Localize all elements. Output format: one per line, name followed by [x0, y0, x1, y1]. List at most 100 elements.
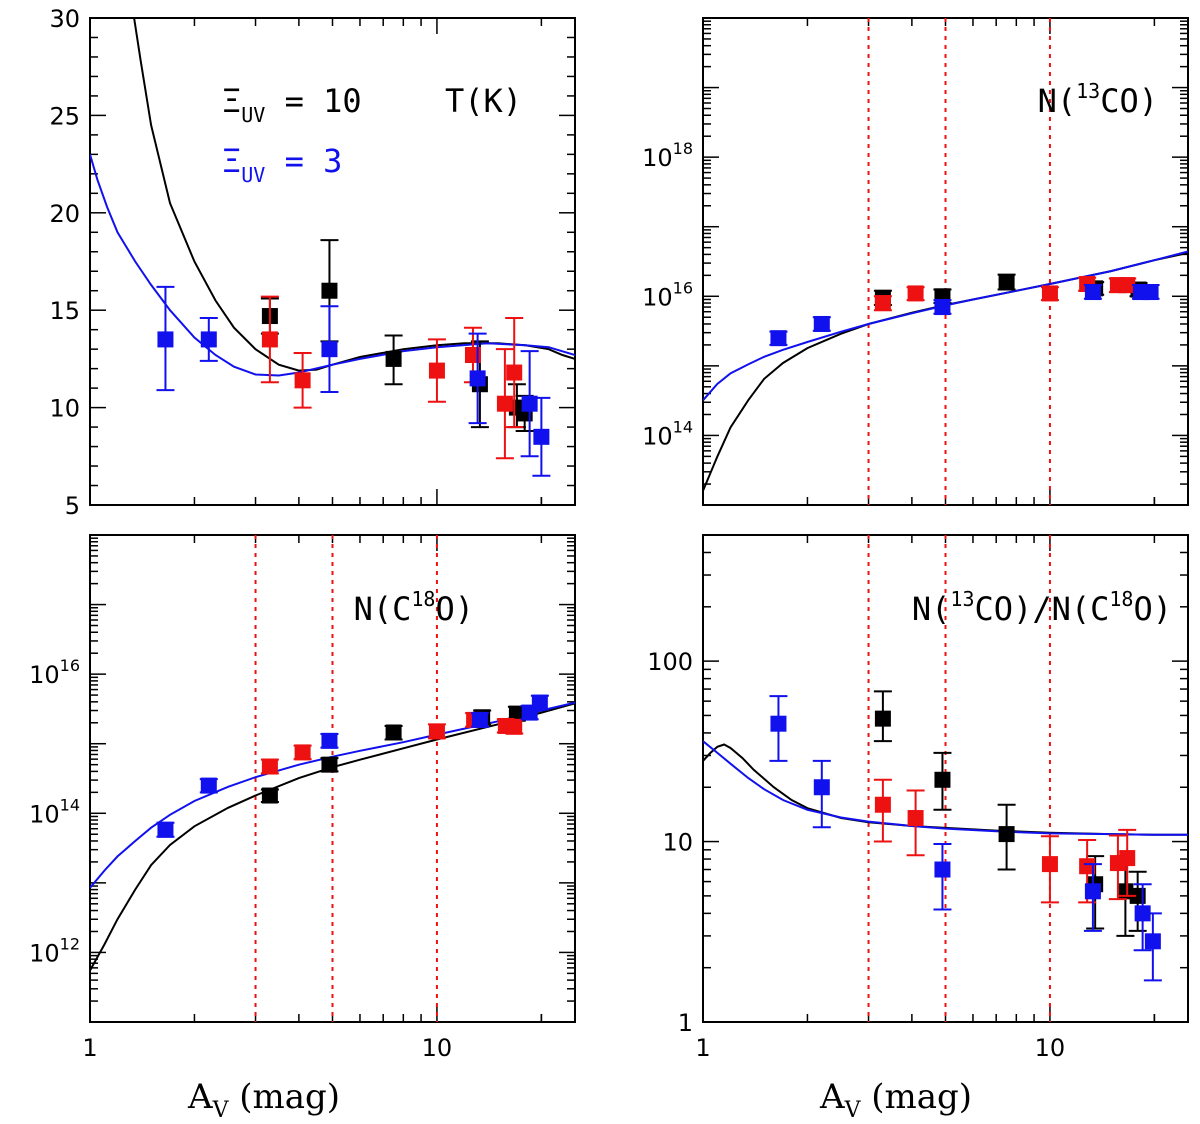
data-point-red: [427, 338, 446, 403]
marker-square: [321, 756, 338, 773]
legend-sub: UV: [241, 163, 265, 187]
marker-square: [261, 758, 278, 775]
data-point-blue: [1143, 912, 1162, 982]
data-point-blue: [812, 759, 831, 829]
data-point-blue: [933, 842, 952, 911]
data-point-red: [1040, 835, 1059, 904]
marker-square: [1144, 933, 1161, 950]
marker-square: [934, 771, 951, 788]
marker-square: [813, 315, 830, 332]
model-curve-xi-uv-3: [703, 740, 1188, 836]
data-point-black: [873, 690, 892, 743]
marker-square: [1134, 905, 1151, 922]
marker-square: [471, 711, 488, 728]
marker-square: [428, 723, 445, 740]
marker-square: [385, 724, 402, 741]
data-point-blue: [470, 711, 489, 728]
marker-square: [200, 331, 217, 348]
marker-square: [157, 821, 174, 838]
y-tick-label: 30: [49, 5, 80, 33]
marker-square: [934, 861, 951, 878]
data-point-blue: [320, 732, 339, 749]
y-tick-label: 1016: [642, 278, 693, 311]
marker-square: [200, 777, 217, 794]
marker-square: [907, 810, 924, 827]
marker-square: [874, 796, 891, 813]
marker-square: [294, 744, 311, 761]
data-point-black: [1128, 870, 1147, 932]
legend-sub: UV: [241, 103, 265, 127]
marker-square: [813, 779, 830, 796]
data-point-blue: [933, 299, 952, 316]
data-point-blue: [532, 396, 551, 477]
panel-title-nc18o: N(C18O): [354, 587, 474, 628]
data-point-red: [293, 744, 312, 761]
data-point-red: [505, 316, 524, 429]
panel-n13co: 1014 1016 1018: [642, 17, 1189, 506]
marker-square: [385, 350, 402, 367]
marker-square: [1041, 285, 1058, 302]
data-point-blue: [1133, 883, 1152, 952]
marker-square: [321, 732, 338, 749]
panel-title-ratio: N(13CO)/N(C18O): [912, 587, 1172, 628]
y-tick-label: 1: [678, 1009, 693, 1037]
y-tick-label: 1014: [642, 417, 693, 450]
data-point-blue: [156, 285, 175, 392]
data-point-blue: [520, 350, 539, 458]
data-point-black: [997, 803, 1016, 871]
marker-square: [531, 694, 548, 711]
panel-title-n13co: N(13CO): [1038, 79, 1158, 120]
marker-square: [1119, 850, 1136, 867]
legend: ΞUV = 10 ΞUV = 3: [222, 82, 362, 187]
data-point-black: [933, 751, 952, 811]
marker-square: [998, 826, 1015, 843]
marker-square: [294, 372, 311, 389]
y-tick-label: 20: [49, 200, 80, 228]
marker-square: [1084, 284, 1101, 301]
data-point-blue: [156, 821, 175, 838]
panel-temperature: 5 10 15 20 25 30: [49, 5, 576, 520]
data-point-black: [320, 756, 339, 773]
marker-square: [506, 364, 523, 381]
data-point-red: [906, 285, 925, 302]
data-point-red: [1040, 285, 1059, 302]
data-point-black: [384, 724, 403, 741]
data-point-red: [1118, 277, 1137, 294]
marker-square: [533, 428, 550, 445]
marker-square: [521, 395, 538, 412]
x-tick-label: 1: [695, 1034, 710, 1062]
legend-entry-xi10: ΞUV = 10: [222, 82, 362, 127]
marker-square: [428, 362, 445, 379]
model-curve-xi-uv-3: [703, 250, 1188, 401]
y-tick-label: 1016: [29, 656, 80, 689]
model-curve-xi-uv-10: [90, 702, 575, 971]
data-point-red: [1118, 828, 1137, 897]
data-point-blue: [769, 695, 788, 762]
legend-symbol: Ξ: [222, 142, 241, 180]
marker-square: [1119, 277, 1136, 294]
data-point-blue: [199, 777, 218, 794]
data-point-blue: [530, 694, 549, 711]
legend-value: = 10: [265, 82, 361, 120]
marker-square: [508, 705, 525, 722]
panel-title-temperature: T(K): [445, 82, 522, 120]
marker-square: [157, 331, 174, 348]
data-point-blue: [199, 316, 218, 362]
model-curve-xi-uv-3: [90, 701, 575, 889]
model-curve-xi-uv-3: [90, 154, 575, 377]
marker-square: [770, 715, 787, 732]
marker-square: [1084, 883, 1101, 900]
marker-square: [907, 285, 924, 302]
marker-square: [770, 330, 787, 347]
marker-square: [469, 370, 486, 387]
data-point-blue: [320, 305, 339, 394]
y-tick-label: 1018: [642, 139, 693, 172]
x-tick-label: 1: [82, 1034, 97, 1062]
marker-square: [934, 299, 951, 316]
x-tick-label: 10: [422, 1034, 453, 1062]
marker-square: [1041, 856, 1058, 873]
legend-symbol: Ξ: [222, 82, 241, 120]
legend-entry-xi3: ΞUV = 3: [222, 142, 342, 187]
data-point-blue: [812, 315, 831, 332]
